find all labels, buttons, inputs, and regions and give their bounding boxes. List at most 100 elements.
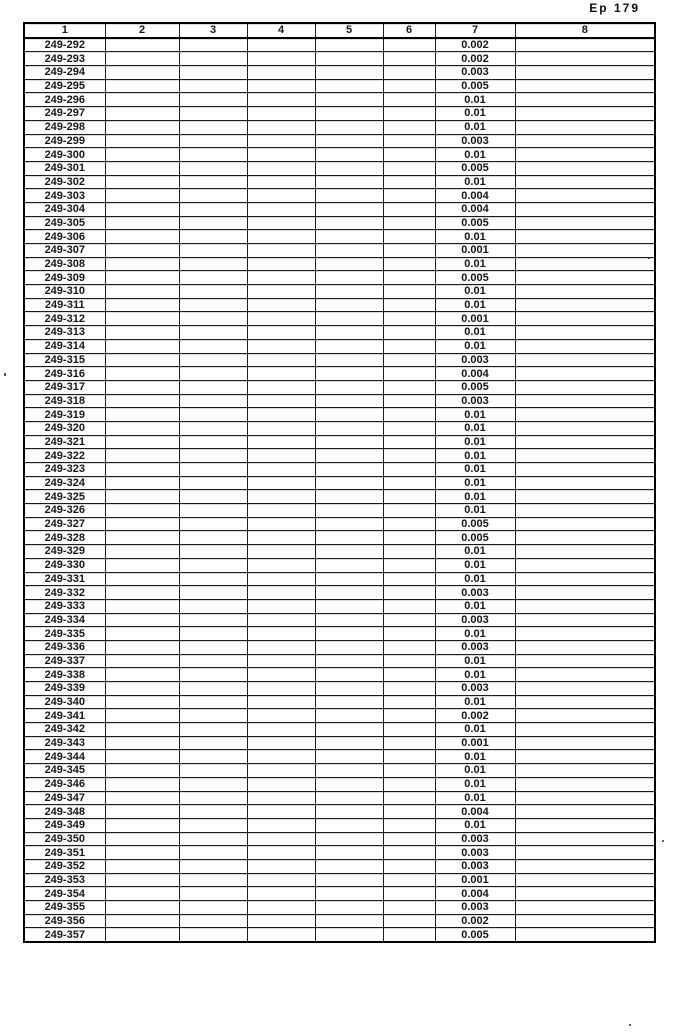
sample-id-cell: 249-313: [23, 325, 106, 340]
empty-cell: [178, 434, 248, 450]
sample-id-cell: 249-302: [23, 174, 106, 190]
value-cell: 0.01: [434, 557, 516, 573]
empty-cell: [514, 516, 656, 532]
empty-cell: [246, 831, 316, 847]
sample-id-cell: 249-342: [23, 722, 106, 737]
table-row: 249-352 0.003: [23, 858, 656, 874]
empty-cell: [178, 243, 248, 258]
empty-cell: [104, 886, 180, 901]
empty-cell: [382, 229, 436, 244]
empty-cell: [178, 927, 248, 943]
empty-cell: [382, 763, 436, 778]
empty-cell: [178, 516, 248, 532]
empty-cell: [314, 530, 384, 546]
empty-cell: [246, 503, 316, 518]
empty-cell: [178, 215, 248, 231]
empty-cell: [514, 708, 656, 724]
empty-cell: [246, 804, 316, 819]
table-row: 249-321 0.01: [23, 434, 656, 450]
empty-cell: [314, 106, 384, 121]
table-row: 249-325 0.01: [23, 489, 656, 505]
empty-cell: [246, 92, 316, 108]
table-row: 249-327 0.005: [23, 516, 656, 532]
empty-cell: [246, 284, 316, 299]
empty-cell: [314, 639, 384, 655]
empty-cell: [514, 297, 656, 313]
sample-id-cell: 249-336: [23, 639, 106, 655]
empty-cell: [382, 119, 436, 135]
value-cell: 0.001: [434, 243, 516, 258]
empty-cell: [178, 160, 248, 176]
empty-cell: [382, 817, 436, 833]
empty-cell: [314, 776, 384, 792]
empty-cell: [514, 133, 656, 149]
value-cell: 0.01: [434, 284, 516, 299]
value-cell: 0.003: [434, 639, 516, 655]
empty-cell: [314, 571, 384, 587]
sample-id-cell: 249-347: [23, 790, 106, 806]
empty-cell: [104, 338, 180, 354]
empty-cell: [514, 174, 656, 190]
sample-id-cell: 249-350: [23, 831, 106, 847]
empty-cell: [246, 37, 316, 53]
empty-cell: [246, 872, 316, 888]
empty-cell: [178, 65, 248, 80]
empty-cell: [104, 366, 180, 381]
empty-cell: [246, 571, 316, 587]
empty-cell: [382, 530, 436, 546]
table-row: 249-355 0.003: [23, 900, 656, 915]
table-row: 249-326 0.01: [23, 503, 656, 518]
table-row: 249-357 0.005: [23, 927, 656, 943]
sample-id-cell: 249-348: [23, 804, 106, 819]
empty-cell: [246, 256, 316, 272]
empty-cell: [382, 420, 436, 436]
empty-cell: [104, 763, 180, 778]
empty-cell: [514, 270, 656, 286]
empty-cell: [314, 160, 384, 176]
empty-cell: [104, 503, 180, 518]
sample-id-cell: 249-341: [23, 708, 106, 724]
empty-cell: [382, 475, 436, 491]
empty-cell: [246, 749, 316, 765]
empty-cell: [178, 858, 248, 874]
empty-cell: [104, 284, 180, 299]
empty-cell: [514, 612, 656, 628]
empty-cell: [514, 147, 656, 162]
empty-cell: [178, 735, 248, 751]
sample-id-cell: 249-353: [23, 872, 106, 888]
empty-cell: [314, 215, 384, 231]
empty-cell: [104, 858, 180, 874]
table-row: 249-310 0.01: [23, 284, 656, 299]
empty-cell: [104, 147, 180, 162]
empty-cell: [178, 804, 248, 819]
value-cell: 0.002: [434, 913, 516, 929]
value-cell: 0.01: [434, 817, 516, 833]
empty-cell: [104, 598, 180, 614]
empty-cell: [104, 544, 180, 559]
table-row: 249-328 0.005: [23, 530, 656, 546]
empty-cell: [178, 147, 248, 162]
empty-cell: [104, 872, 180, 888]
empty-cell: [178, 229, 248, 244]
empty-cell: [514, 913, 656, 929]
value-cell: 0.01: [434, 667, 516, 682]
empty-cell: [104, 626, 180, 641]
empty-cell: [514, 37, 656, 53]
value-cell: 0.01: [434, 653, 516, 669]
empty-cell: [104, 708, 180, 724]
value-cell: 0.01: [434, 722, 516, 737]
empty-cell: [514, 598, 656, 614]
empty-cell: [382, 571, 436, 587]
table-row: 249-350 0.003: [23, 831, 656, 847]
empty-cell: [104, 776, 180, 792]
table-row: 249-331 0.01: [23, 571, 656, 587]
sample-id-cell: 249-356: [23, 913, 106, 929]
empty-cell: [314, 174, 384, 190]
sample-id-cell: 249-305: [23, 215, 106, 231]
table-row: 249-318 0.003: [23, 393, 656, 409]
empty-cell: [178, 817, 248, 833]
empty-cell: [382, 448, 436, 463]
value-cell: 0.005: [434, 78, 516, 94]
value-cell: 0.01: [434, 147, 516, 162]
table-row: 249-322 0.01: [23, 448, 656, 463]
